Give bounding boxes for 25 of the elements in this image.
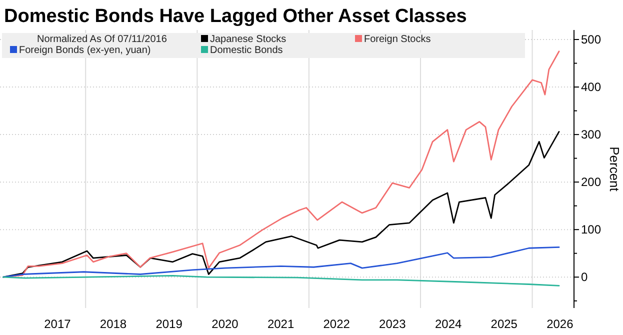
y-tick-label: 400 [581, 80, 602, 94]
line-series [2, 274, 560, 286]
legend-label: Japanese Stocks [210, 34, 286, 45]
x-tick-label: 2017 [44, 317, 72, 331]
x-tick-label: 2020 [212, 317, 239, 331]
x-tick-label: 2024 [434, 317, 462, 331]
x-tick-label: 2026 [546, 317, 574, 331]
y-tick-label: 200 [581, 175, 602, 190]
legend-label: Foreign Bonds (ex-yen, yuan) [19, 45, 151, 56]
y-tick-label: 300 [581, 128, 602, 142]
legend-title: Normalized As Of 07/11/2016 [37, 34, 168, 45]
legend-label: Domestic Bonds [210, 45, 283, 56]
x-tick-label: 2022 [323, 317, 350, 331]
line-series [2, 246, 560, 278]
y-axis-title: Percent [607, 146, 622, 192]
x-tick-label: 2018 [100, 317, 127, 331]
x-tick-label: 2025 [490, 317, 518, 331]
x-tick-label: 2023 [379, 317, 406, 331]
chart-title: Domestic Bonds Have Lagged Other Asset Classes [4, 6, 467, 27]
y-tick-label: 0 [581, 270, 588, 284]
y-tick-label: 500 [581, 32, 602, 47]
x-tick-label: 2021 [267, 317, 294, 331]
y-tick-label: 100 [581, 222, 602, 237]
legend-label: Foreign Stocks [364, 34, 431, 45]
x-tick-label: 2019 [156, 317, 183, 331]
